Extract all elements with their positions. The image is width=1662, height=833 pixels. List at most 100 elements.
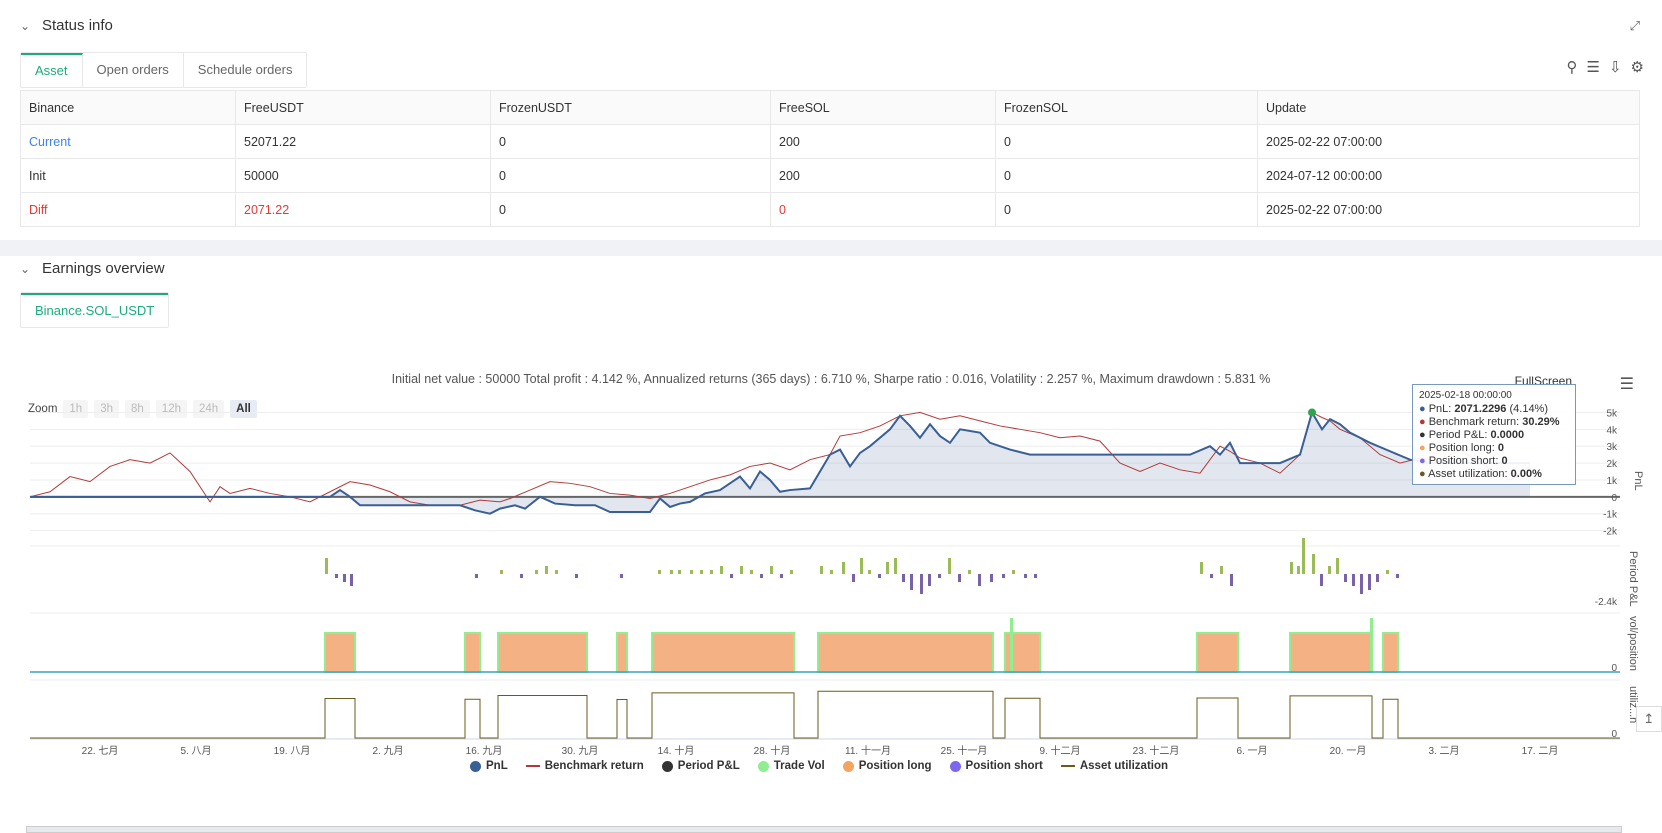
search-icon[interactable]: ⚲ [1566,59,1578,76]
period-bar [1336,558,1339,574]
x-tick-label: 2. 九月 [372,745,403,757]
pnl-tick-label: 3k [1606,442,1618,453]
legend-asset-util[interactable]: Asset utilization [1060,760,1168,772]
tab-asset[interactable]: Asset [21,53,83,87]
x-tick-label: 17. 二月 [1522,745,1559,757]
tab-open-orders[interactable]: Open orders [83,53,184,87]
legend-dot-icon [757,760,769,772]
cell: 50000 [235,158,491,193]
period-bar [700,570,703,574]
pnl-tick-label: 1k [1606,476,1618,487]
legend-dot-icon [949,760,961,772]
period-bar [948,558,951,574]
col-header: Binance [20,90,236,125]
period-bar [678,570,681,574]
pnl-marker [1308,408,1316,417]
pnl-area [30,412,1530,514]
pnl-path [30,409,1530,515]
position-long-block [616,632,628,673]
legend-position-short[interactable]: Position short [949,760,1043,772]
x-tick-label: 23. 十二月 [1133,744,1180,757]
x-tick-label: 30. 九月 [562,745,599,757]
x-tick-label: 9. 十二月 [1039,744,1080,757]
period-bar [520,574,523,578]
tooltip-date: 2025-02-18 00:00:00 [1419,390,1512,401]
period-bar [1312,554,1315,574]
asset-utilization-line [30,690,1620,739]
period-bar [1200,562,1203,574]
status-section-header[interactable]: ⌄ Status info [20,17,113,34]
tooltip-long: ● Position long: 0 [1419,442,1504,454]
period-bar [938,574,941,578]
benchmark-path [29,411,1531,506]
menu-icon[interactable]: ☰ [1619,376,1634,393]
zoom-controls: Zoom 1h 3h 8h 12h 24h All [28,400,257,418]
period-bar [750,570,753,574]
legend-trade-vol[interactable]: Trade Vol [757,760,825,772]
chart-tooltip: 2025-02-18 00:00:00 ● PnL: 2071.2296 (4.… [1412,384,1576,485]
period-bar [1290,562,1293,574]
position-long-block [497,632,588,673]
period-bar [620,574,623,578]
pnl-tick-label: 5k [1606,408,1618,419]
period-bar [730,574,733,578]
chevron-down-icon[interactable]: ⌄ [20,261,31,276]
list-icon[interactable]: ☰ [1586,59,1600,76]
pnl-tick-label: 4k [1606,425,1618,436]
x-tick-label: 16. 九月 [466,745,503,757]
benchmark-line [29,411,1531,506]
tooltip-pnl: ● PnL: 2071.2296 (4.14%) [1419,403,1549,415]
status-title: Status info [42,17,113,34]
period-bar [860,558,863,574]
x-tick-label: 22. 七月 [82,745,119,757]
table-row: Init 50000 0 200 0 2024-07-12 00:00:00 [20,158,1640,193]
pnl-tick-label: 0 [1611,493,1617,504]
position-long-block [324,632,356,673]
period-bar [658,570,661,574]
period-bar [1302,538,1305,574]
legend-dot-icon [470,760,481,772]
legend-line-icon [1060,765,1075,767]
period-bar [1328,566,1331,574]
legend-benchmark[interactable]: Benchmark return [525,760,644,772]
period-bar [1002,574,1005,578]
vol-tick-label: 0 [1611,663,1617,674]
x-tick-label: 6. 一月 [1236,745,1267,757]
earnings-chart[interactable]: 5k 4k 3k 2k 1k 0 -1k -2k PnL -2.4k Period P&L 0 vol/… [0,256,1662,833]
col-header: Update [1257,90,1640,125]
tab-schedule-orders[interactable]: Schedule orders [197,62,293,77]
status-tabs: Asset Open orders Schedule orders [20,52,308,88]
position-long-block [651,632,795,673]
tab-binance-sol-usdt[interactable]: Binance.SOL_USDT [21,293,169,327]
legend-dot-icon [661,760,673,772]
trade-vol-bar [1370,618,1373,672]
period-bar [1012,570,1015,574]
cell: 2025-02-22 07:00:00 [1257,192,1640,227]
period-bar [555,570,558,574]
period-bar [1297,566,1300,574]
row-label-current[interactable]: Current [20,124,236,159]
x-tick-label: 28. 十月 [754,744,791,757]
chart-navigator-scrollbar[interactable] [26,826,1622,833]
legend-dot-icon [842,760,854,772]
period-bar [535,570,538,574]
x-tick-label: 14. 十月 [658,744,695,757]
collapse-icon[interactable]: ⤢ [1629,18,1640,33]
gear-icon[interactable]: ⚙ [1630,59,1644,76]
legend-period[interactable]: Period P&L [661,760,740,772]
period-bar [920,574,923,594]
earnings-title: Earnings overview [42,260,165,277]
tooltip-short: ● Position short: 0 [1419,455,1508,467]
earnings-section-header[interactable]: ⌄ Earnings overview [20,260,165,277]
download-icon[interactable]: ⇩ [1608,59,1622,76]
back-to-top-icon[interactable]: ↥ [1636,706,1662,732]
legend-pnl[interactable]: PnL [470,760,508,772]
chevron-down-icon[interactable]: ⌄ [20,18,31,33]
x-tick-label: 5. 八月 [180,745,211,757]
position-long-block [1196,632,1239,673]
pnl-tick-label: -1k [1603,510,1618,521]
vol-axis-label: vol/position [1627,616,1639,671]
legend-position-long[interactable]: Position long [842,760,932,772]
period-bar [1344,574,1347,582]
util-tick-label: 0 [1611,729,1617,740]
